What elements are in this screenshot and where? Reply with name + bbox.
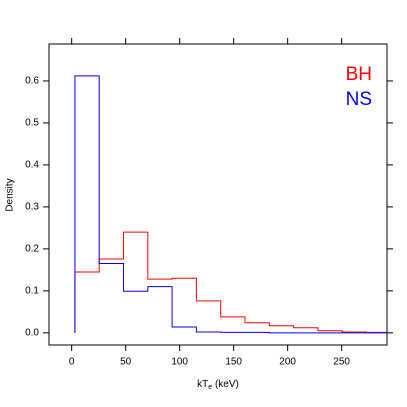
x-label-sub: e — [208, 384, 212, 391]
y-tick-label: 0.2 — [25, 244, 39, 255]
y-tick-label: 0.6 — [25, 76, 39, 87]
legend-entry: BH — [346, 64, 372, 85]
histogram-line — [74, 75, 387, 334]
x-tick-label: 150 — [225, 357, 242, 368]
x-label-unit: (keV) — [212, 379, 239, 390]
y-tick-label: 0.3 — [25, 202, 39, 213]
x-tick-label: 100 — [171, 357, 188, 368]
x-tick-label: 0 — [69, 357, 75, 368]
x-axis-label: kTe (keV) — [197, 379, 239, 391]
y-tick-label: 0.1 — [25, 285, 39, 296]
legend-entry: NS — [346, 89, 372, 110]
x-tick-label: 50 — [120, 357, 132, 368]
y-tick-label: 0.4 — [25, 160, 39, 171]
y-axis-label: Density — [5, 178, 16, 211]
y-tick-label: 0.5 — [25, 118, 39, 129]
x-label-main: kT — [197, 379, 208, 390]
plot-area — [74, 75, 387, 334]
x-tick-label: 200 — [279, 357, 296, 368]
y-tick-label: 0.0 — [25, 327, 39, 338]
plot-frame — [48, 43, 388, 346]
histogram-line — [74, 231, 387, 333]
x-tick-label: 250 — [333, 357, 350, 368]
